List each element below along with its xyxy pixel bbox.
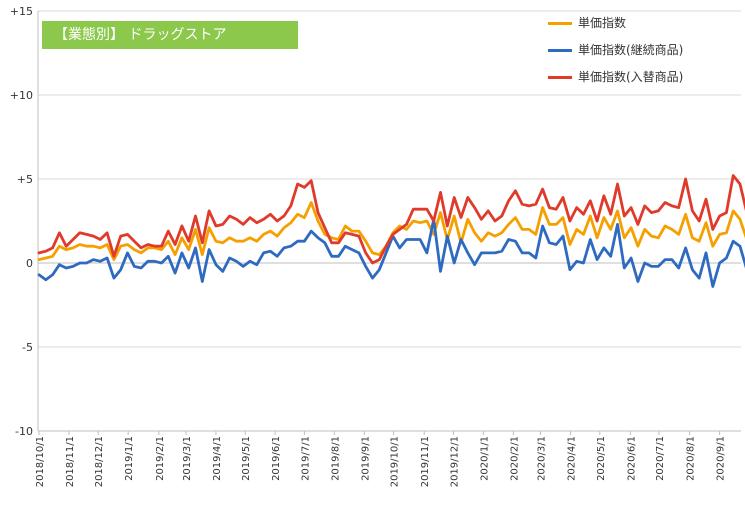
- y-tick-label: -5: [22, 341, 33, 354]
- x-tick-label: 2019/8/1: [330, 436, 341, 481]
- series-line-0: [37, 201, 745, 262]
- legend-item-unit-price: 単価指数: [548, 14, 738, 32]
- legend-swatch-replacement: [548, 76, 572, 79]
- x-tick-label: 2020/1/1: [479, 436, 490, 481]
- x-tick-label: 2019/6/1: [271, 436, 282, 481]
- series-line-2: [37, 174, 745, 265]
- x-tick-label: 2019/12/1: [449, 436, 460, 487]
- x-tick-label: 2020/5/1: [596, 436, 607, 481]
- x-tick-label: 2020/9/1: [716, 436, 727, 481]
- legend-swatch-unit-price: [548, 22, 572, 25]
- legend-label-replacement: 単価指数(入替商品): [578, 70, 684, 84]
- x-tick-label: 2019/7/1: [300, 436, 311, 481]
- legend-label-unit-price: 単価指数: [578, 16, 627, 30]
- y-tick-label: +15: [10, 5, 33, 18]
- x-tick-label: 2019/11/1: [420, 436, 431, 487]
- x-tick-label: 2019/5/1: [241, 436, 252, 481]
- legend-item-replacement: 単価指数(入替商品): [548, 68, 738, 86]
- x-tick-label: 2018/10/1: [35, 436, 46, 487]
- x-tick-label: 2018/11/1: [65, 436, 76, 487]
- legend-label-continuing: 単価指数(継続商品): [578, 43, 684, 57]
- x-tick-label: 2020/8/1: [686, 436, 697, 481]
- x-tick-label: 2018/12/1: [94, 436, 105, 487]
- x-tick-label: 2019/2/1: [155, 436, 166, 481]
- y-tick-label: -10: [15, 425, 33, 438]
- y-tick-label: 0: [26, 257, 33, 270]
- x-tick-label: 2019/9/1: [360, 436, 371, 481]
- series-line-1: [37, 217, 745, 288]
- x-tick-label: 2020/6/1: [626, 436, 637, 481]
- legend-item-continuing: 単価指数(継続商品): [548, 41, 738, 59]
- x-tick-label: 2020/7/1: [655, 436, 666, 481]
- x-tick-label: 2020/2/1: [509, 436, 520, 481]
- x-tick-label: 2019/10/1: [390, 436, 401, 487]
- y-tick-label: +10: [10, 89, 33, 102]
- y-tick-label: +5: [17, 173, 33, 186]
- x-tick-label: 2020/3/1: [537, 436, 548, 481]
- x-tick-label: 2019/1/1: [124, 436, 135, 481]
- x-tick-label: 2019/3/1: [182, 436, 193, 481]
- x-tick-label: 2019/4/1: [212, 436, 223, 481]
- legend-swatch-continuing: [548, 49, 572, 52]
- x-tick-label: 2020/4/1: [567, 436, 578, 481]
- chart-title-banner: 【業態別】 ドラッグストア: [42, 21, 298, 49]
